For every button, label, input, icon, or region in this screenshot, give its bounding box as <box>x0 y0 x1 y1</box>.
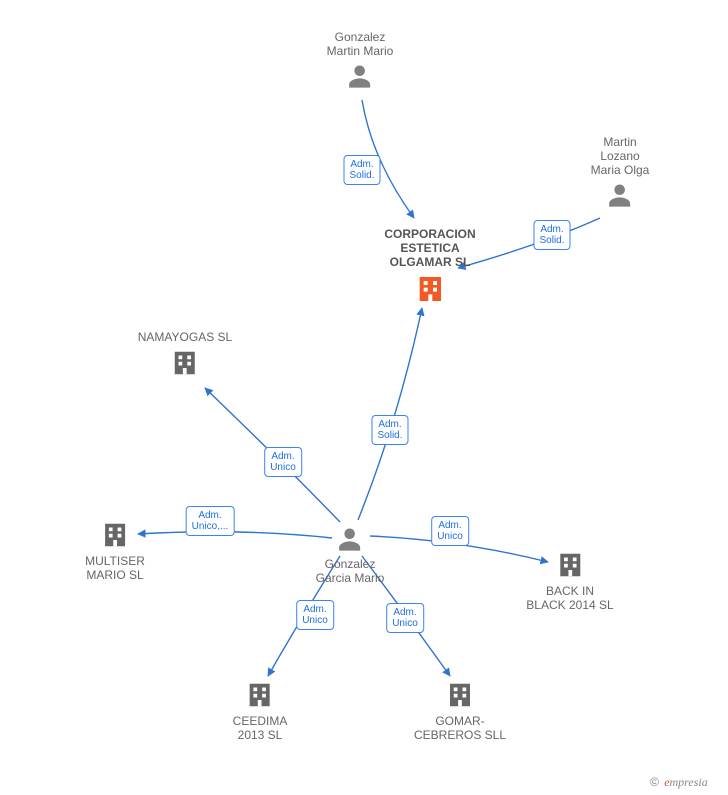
edge-gonzalez-garcia-mario-to-ceedima <box>268 556 340 676</box>
watermark-rest: mpresia <box>670 775 708 789</box>
copyright-symbol: © <box>650 775 659 789</box>
edge-gonzalez-martin-mario-to-corporacion-estetica-olgamar <box>362 100 414 218</box>
edge-gonzalez-garcia-mario-to-gomar-cebreros <box>362 556 450 676</box>
watermark: © empresia <box>650 775 708 790</box>
graph-canvas <box>0 0 728 795</box>
edge-gonzalez-garcia-mario-to-multiser-mario <box>138 532 332 538</box>
edge-gonzalez-garcia-mario-to-back-in-black <box>370 536 548 562</box>
edge-gonzalez-garcia-mario-to-namayogas <box>205 388 340 522</box>
edge-gonzalez-garcia-mario-to-corporacion-estetica-olgamar <box>358 308 422 520</box>
edge-martin-lozano-maria-olga-to-corporacion-estetica-olgamar <box>458 218 600 268</box>
